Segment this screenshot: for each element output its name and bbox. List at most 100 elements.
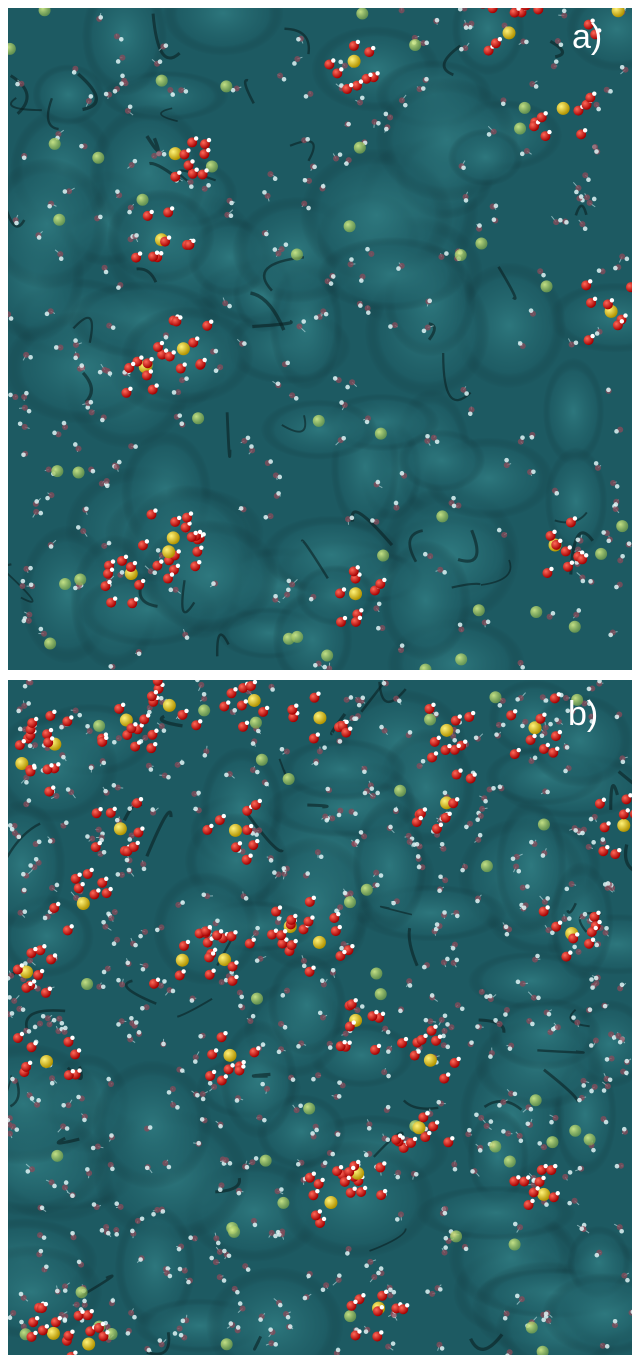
- carbon-atom: [603, 930, 609, 936]
- hydrogen-atom: [59, 725, 64, 730]
- hydrogen-atom: [195, 1093, 200, 1098]
- hydrogen-atom: [541, 853, 546, 858]
- hydrogen-atom: [21, 453, 26, 458]
- carbon-atom: [307, 91, 313, 97]
- hydrogen-atom: [349, 695, 354, 700]
- hydrogen-atom: [397, 699, 402, 704]
- hydrogen-atom: [540, 733, 545, 738]
- carbon-atom: [22, 424, 28, 430]
- carbon-atom: [217, 364, 223, 370]
- hydrogen-atom: [22, 619, 27, 624]
- carbon-atom: [329, 815, 335, 821]
- hydrogen-atom: [262, 1118, 267, 1123]
- hydrogen-atom: [547, 130, 551, 134]
- hydrogen-atom: [542, 713, 546, 717]
- hydrogen-atom: [586, 177, 591, 182]
- sulfur-atom-faded: [514, 123, 526, 135]
- hydrogen-atom: [227, 304, 232, 309]
- hydrogen-atom: [98, 215, 103, 220]
- hydrogen-atom: [112, 783, 117, 788]
- hydrogen-atom: [293, 914, 297, 918]
- hydrogen-atom: [198, 530, 202, 534]
- hydrogen-atom: [268, 459, 273, 464]
- hydrogen-atom: [191, 239, 195, 243]
- carbon-atom: [368, 251, 374, 257]
- hydrogen-atom: [70, 1036, 74, 1040]
- carbon-atom: [41, 631, 47, 637]
- carbon-atom: [268, 513, 274, 519]
- hydrogen-atom: [322, 1217, 326, 1221]
- hydrogen-atom: [104, 736, 108, 740]
- hydrogen-atom: [285, 361, 290, 366]
- carbon-atom: [399, 97, 405, 103]
- hydrogen-atom: [316, 691, 320, 695]
- sulfur-atom-faded: [354, 142, 366, 154]
- hydrogen-atom: [34, 857, 39, 862]
- hydrogen-atom: [133, 561, 137, 565]
- hydrogen-atom: [314, 1128, 319, 1133]
- hydrogen-atom: [416, 1049, 420, 1053]
- hydrogen-atom: [18, 421, 23, 426]
- hydrogen-atom: [100, 1228, 105, 1233]
- hydrogen-atom: [214, 1048, 218, 1052]
- hydrogen-atom: [186, 1280, 191, 1285]
- hydrogen-atom: [535, 1186, 539, 1190]
- hydrogen-atom: [109, 1133, 114, 1138]
- hydrogen-atom: [194, 168, 198, 172]
- hydrogen-atom: [412, 842, 417, 847]
- sulfur-atom: [162, 545, 175, 558]
- hydrogen-atom: [253, 680, 257, 684]
- hydrogen-atom: [463, 739, 467, 743]
- hydrogen-atom: [180, 760, 185, 765]
- hydrogen-atom: [39, 627, 44, 632]
- hydrogen-atom: [3, 1130, 8, 1135]
- hydrogen-atom: [584, 553, 588, 557]
- hydrogen-atom: [155, 928, 160, 933]
- sulfur-atom-faded: [455, 653, 467, 665]
- hydrogen-atom: [91, 469, 96, 474]
- hydrogen-atom: [400, 471, 405, 476]
- carbon-atom: [247, 1018, 253, 1024]
- hydrogen-atom: [455, 914, 460, 919]
- carbon-atom: [167, 87, 173, 93]
- hydrogen-atom: [520, 152, 525, 157]
- hydrogen-atom: [107, 541, 112, 546]
- carbon-atom: [504, 1007, 510, 1013]
- bond: [7, 314, 8, 316]
- hydrogen-atom: [131, 362, 135, 366]
- sulfur-atom-faded: [256, 754, 268, 766]
- hydrogen-atom: [52, 431, 57, 436]
- hydrogen-atom: [85, 834, 90, 839]
- hydrogen-atom: [56, 902, 60, 906]
- carbon-atom: [600, 1343, 606, 1349]
- carbon-atom: [104, 478, 110, 484]
- hydrogen-atom: [108, 371, 113, 376]
- hydrogen-atom: [338, 152, 343, 157]
- hydrogen-atom: [159, 675, 163, 679]
- sulfur-atom-faded: [537, 1346, 549, 1358]
- hydrogen-atom: [492, 217, 497, 222]
- hydrogen-atom: [202, 358, 206, 362]
- sulfur-atom-faded: [509, 1238, 521, 1250]
- hydrogen-atom: [190, 159, 194, 163]
- hydrogen-atom: [65, 1126, 70, 1131]
- sulfur-atom-faded: [569, 1125, 581, 1137]
- hydrogen-atom: [371, 46, 375, 50]
- hydrogen-atom: [459, 47, 464, 52]
- hydrogen-atom: [486, 620, 491, 625]
- hydrogen-atom: [622, 1127, 627, 1132]
- hydrogen-atom: [98, 841, 102, 845]
- hydrogen-atom: [352, 716, 357, 721]
- hydrogen-atom: [229, 201, 234, 206]
- hydrogen-atom: [494, 204, 499, 209]
- hydrogen-atom: [567, 916, 572, 921]
- carbon-atom: [5, 311, 11, 317]
- carbon-atom: [381, 1069, 387, 1075]
- sulfur-atom-faded: [198, 704, 210, 716]
- hydrogen-atom: [323, 1161, 328, 1166]
- hydrogen-atom: [222, 1249, 227, 1254]
- oxygen-atom: [478, 0, 488, 9]
- hydrogen-atom: [384, 127, 389, 132]
- hydrogen-atom: [416, 854, 421, 859]
- carbon-atom: [592, 1084, 598, 1090]
